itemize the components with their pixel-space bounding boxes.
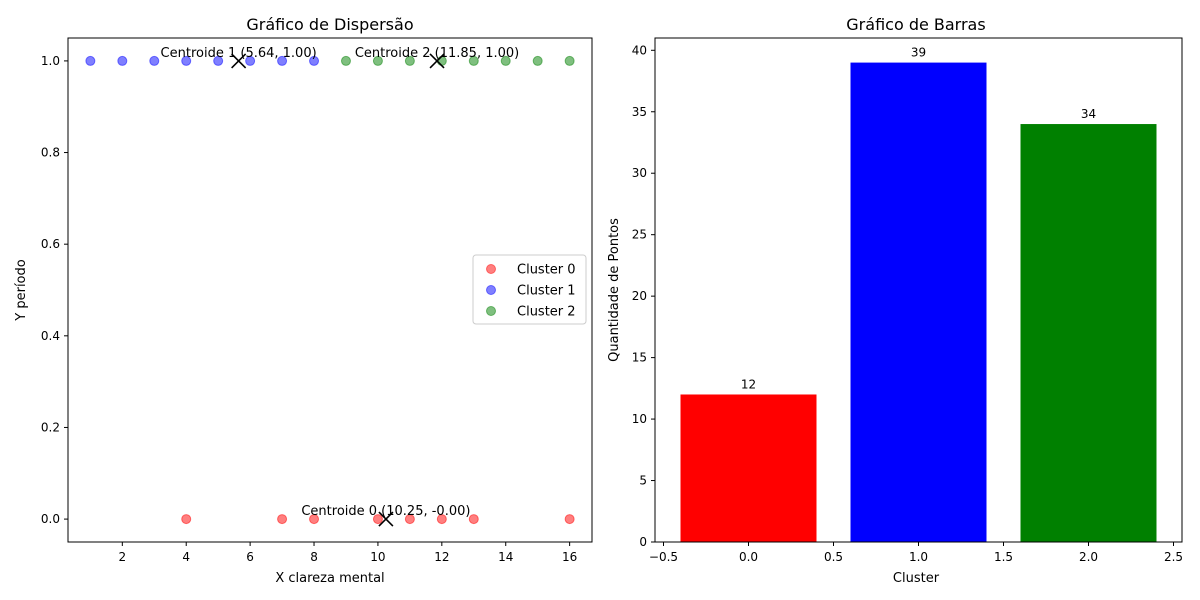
bar-y-tick-label: 35 (632, 105, 647, 119)
centroid-marker-0 (378, 511, 394, 527)
bar-y-tick-label: 40 (632, 43, 647, 57)
scatter-y-tick-label: 1.0 (41, 54, 60, 68)
legend-marker-cluster-0 (486, 264, 496, 274)
centroid-label-1: Centroide 1 (5.64, 1.00) (161, 46, 317, 61)
bar-y-tick-label: 15 (632, 351, 647, 365)
scatter-x-tick-label: 4 (182, 550, 190, 564)
scatter-point-cluster-2 (532, 55, 543, 66)
scatter-point-cluster-2 (340, 55, 351, 66)
centroid-x-stroke (378, 511, 394, 527)
centroid-label-2: Centroide 2 (11.85, 1.00) (355, 46, 519, 61)
scatter-point-cluster-1 (277, 55, 288, 66)
bar-cluster-1 (850, 62, 987, 543)
scatter-point-cluster-2 (468, 55, 479, 66)
centroid-x-stroke (429, 53, 445, 69)
scatter-point-cluster-1 (149, 55, 160, 66)
scatter-axes-frame (67, 37, 593, 543)
scatter-point-cluster-0 (277, 514, 288, 525)
bar-y-tick-label: 0 (639, 535, 647, 549)
scatter-point-cluster-0 (564, 514, 575, 525)
centroid-marker-2 (429, 53, 445, 69)
scatter-point-cluster-1 (309, 55, 320, 66)
bar-x-axis-label: Cluster (893, 571, 940, 586)
scatter-legend: Cluster 0 Cluster 1 Cluster 2 (472, 254, 587, 325)
bar-plot-area: 12 39 34 −0.5 0.0 0.5 1.0 1.5 2.0 2.5 0 5 10 15 20 25 30… (632, 37, 1183, 564)
bar-panel: Gráfico de Barras 12 39 34 −0.5 0.0 0.5 1.0 1.5… (607, 15, 1183, 586)
centroid-label-0: Centroide 0 (10.25, -0.00) (301, 504, 470, 519)
scatter-point-cluster-1 (181, 55, 192, 66)
legend-marker-cluster-1 (486, 285, 496, 295)
scatter-point-cluster-1 (213, 55, 224, 66)
bar-y-tick-label: 30 (632, 166, 647, 180)
scatter-x-tick-label: 16 (562, 550, 577, 564)
scatter-point-cluster-0 (436, 514, 447, 525)
bar-value-label: 34 (1081, 107, 1096, 121)
scatter-point-cluster-2 (372, 55, 383, 66)
scatter-x-tick-label: 14 (498, 550, 513, 564)
scatter-panel: Gráfico de Dispersão 2 4 6 8 10 12 14 16 0.0 0.2 0… (14, 15, 593, 586)
bar-y-tick-label: 10 (632, 412, 647, 426)
scatter-point-cluster-0 (372, 514, 383, 525)
legend-label-cluster-0: Cluster 0 (517, 263, 576, 278)
bar-x-tick-label: 1.0 (909, 550, 928, 564)
scatter-x-tick-label: 2 (118, 550, 126, 564)
scatter-y-axis-label: Y período (14, 259, 29, 321)
scatter-x-axis-label: X clareza mental (275, 571, 384, 586)
bar-cluster-2 (1020, 124, 1157, 543)
scatter-x-tick-label: 6 (246, 550, 254, 564)
bar-axes-frame (654, 37, 1183, 543)
legend-box (472, 254, 587, 325)
scatter-y-tick-label: 0.2 (41, 420, 60, 434)
bar-x-tick-label: −0.5 (649, 550, 678, 564)
bar-y-axis-label: Quantidade de Pontos (607, 218, 622, 362)
scatter-y-tick-label: 0.6 (41, 237, 60, 251)
bar-title: Gráfico de Barras (846, 15, 985, 34)
bar-value-label: 39 (911, 46, 926, 60)
scatter-point-cluster-0 (309, 514, 320, 525)
centroid-marker-1 (231, 53, 247, 69)
scatter-plot-area: 2 4 6 8 10 12 14 16 0.0 0.2 0.4 0.6 0.8 1.0 Centroide … (41, 37, 593, 564)
scatter-title: Gráfico de Dispersão (246, 15, 413, 34)
bar-x-tick-label: 1.5 (994, 550, 1013, 564)
scatter-y-tick-label: 0.8 (41, 146, 60, 160)
scatter-point-cluster-1 (117, 55, 128, 66)
scatter-point-cluster-0 (404, 514, 415, 525)
bar-x-tick-label: 2.0 (1079, 550, 1098, 564)
bar-cluster-0 (680, 394, 817, 542)
scatter-point-cluster-1 (85, 55, 96, 66)
bar-y-tick-label: 20 (632, 289, 647, 303)
scatter-y-tick-label: 0.0 (41, 512, 60, 526)
bar-y-tick-label: 25 (632, 228, 647, 242)
scatter-point-cluster-0 (468, 514, 479, 525)
legend-label-cluster-1: Cluster 1 (517, 284, 576, 299)
scatter-point-cluster-2 (404, 55, 415, 66)
scatter-point-cluster-0 (181, 514, 192, 525)
scatter-point-cluster-1 (245, 55, 256, 66)
legend-marker-cluster-2 (486, 306, 496, 316)
centroid-x-stroke (231, 53, 247, 69)
bar-x-tick-label: 2.5 (1164, 550, 1183, 564)
scatter-x-tick-label: 12 (434, 550, 449, 564)
bar-x-tick-label: 0.0 (739, 550, 758, 564)
bar-y-tick-label: 5 (639, 474, 647, 488)
scatter-x-tick-label: 8 (310, 550, 318, 564)
scatter-y-tick-label: 0.4 (41, 329, 60, 343)
legend-label-cluster-2: Cluster 2 (517, 305, 576, 320)
scatter-point-cluster-2 (500, 55, 511, 66)
bar-value-label: 12 (741, 377, 756, 391)
scatter-x-tick-label: 10 (370, 550, 385, 564)
bar-x-tick-label: 0.5 (824, 550, 843, 564)
scatter-point-cluster-2 (564, 55, 575, 66)
